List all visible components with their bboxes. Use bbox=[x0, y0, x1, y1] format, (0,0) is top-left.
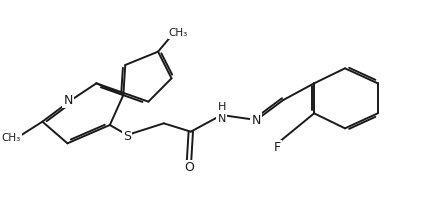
Text: CH₃: CH₃ bbox=[169, 28, 188, 38]
Text: CH₃: CH₃ bbox=[2, 133, 21, 143]
Text: H
N: H N bbox=[218, 102, 226, 124]
Text: N: N bbox=[64, 93, 73, 106]
Text: S: S bbox=[123, 130, 131, 142]
Text: N: N bbox=[251, 113, 261, 127]
Text: F: F bbox=[274, 141, 281, 154]
Text: O: O bbox=[184, 161, 194, 174]
